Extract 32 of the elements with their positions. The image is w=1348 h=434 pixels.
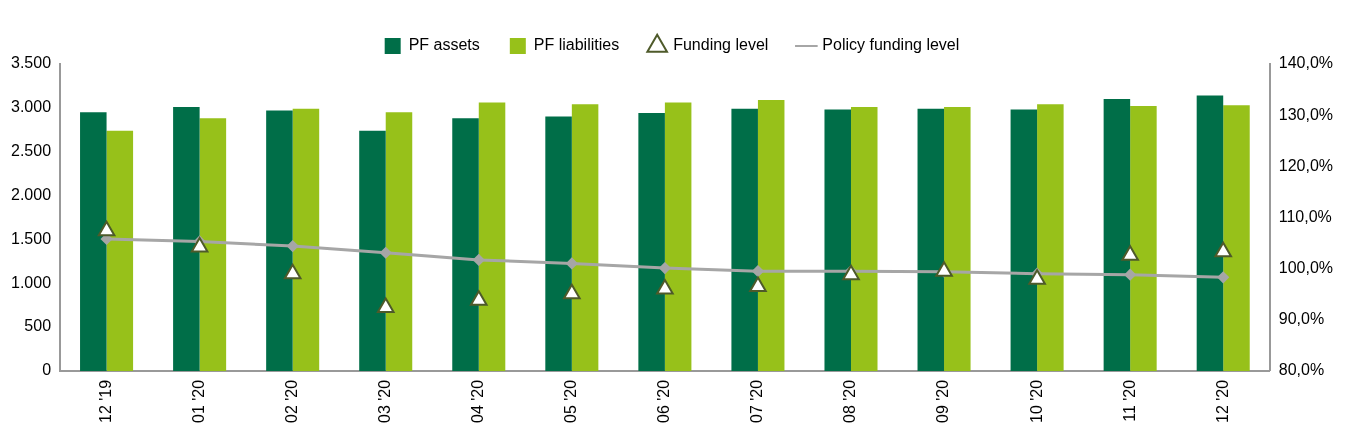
y2-tick-label: 120,0% [1278, 156, 1333, 174]
y-tick-label: 2.500 [10, 142, 52, 160]
x-tick-label: 02 '20 [283, 379, 301, 423]
y2-tick-label: 100,0% [1278, 259, 1333, 277]
y-tick-label: 3.000 [10, 98, 52, 116]
x-tick-label: 05 '20 [562, 379, 580, 423]
x-tick-label: 06 '20 [655, 379, 673, 423]
legend-label: PF liabilities [533, 36, 620, 54]
y2-tick-label: 90,0% [1278, 310, 1325, 328]
y-tick-label: 0 [42, 361, 52, 379]
x-tick-label: 11 '20 [1120, 379, 1138, 422]
y2-tick-label: 80,0% [1278, 361, 1325, 379]
x-tick-label: 04 '20 [469, 379, 487, 423]
x-tick-label: 01 '20 [190, 379, 208, 423]
x-tick-label: 03 '20 [376, 379, 394, 423]
y2-tick-label: 110,0% [1278, 207, 1332, 225]
legend-label: PF assets [408, 36, 480, 54]
y-tick-label: 2.000 [10, 185, 52, 203]
x-tick-label: 09 '20 [934, 379, 952, 423]
x-tick-label: 10 '20 [1027, 379, 1045, 423]
legend-label: Policy funding level [822, 36, 960, 54]
legend-label: Funding level [673, 36, 769, 54]
y-tick-label: 1.500 [10, 229, 52, 247]
y2-tick-label: 130,0% [1278, 105, 1333, 123]
x-tick-label: 12 '20 [1213, 379, 1231, 423]
x-tick-label: 07 '20 [748, 379, 766, 423]
y-tick-label: 3.500 [10, 54, 52, 72]
x-tick-label: 12 '19 [96, 379, 114, 423]
y-tick-label: 1.000 [10, 273, 52, 291]
x-tick-label: 08 '20 [841, 379, 859, 423]
y2-tick-label: 140,0% [1278, 54, 1333, 72]
y-tick-label: 500 [24, 317, 52, 335]
